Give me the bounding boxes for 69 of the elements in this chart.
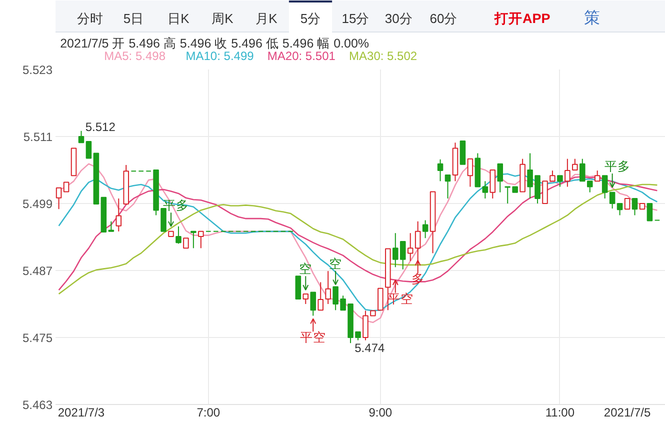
candlestick	[497, 163, 504, 193]
chart-subtitle: 2021/7/5 开 5.496 高 5.496 收 5.496 低 5.496 幅 0.00%	[60, 36, 370, 50]
text: MA30: 5.502	[349, 49, 418, 63]
candlestick	[310, 292, 316, 316]
candlestick	[482, 180, 488, 199]
x-tick-label: 2021/7/3	[58, 406, 105, 420]
candlestick	[378, 288, 384, 311]
y-tick-label: 5.511	[23, 130, 53, 144]
candlestick	[116, 198, 122, 232]
candlestick	[564, 158, 570, 188]
text: 5分	[300, 11, 321, 26]
candlestick	[295, 276, 302, 300]
candlestick	[198, 230, 204, 249]
text: 周K	[212, 11, 234, 26]
candlestick	[78, 130, 84, 144]
candlestick	[302, 293, 309, 304]
annotation: 平多	[604, 160, 630, 174]
text: 月K	[256, 11, 278, 26]
candlestick	[422, 220, 428, 239]
candlestick	[318, 282, 324, 311]
candlestick	[63, 182, 70, 192]
x-tick-label: 7:00	[196, 406, 220, 420]
candlestick	[325, 270, 331, 304]
candlestick	[437, 158, 444, 182]
candlestick	[616, 203, 623, 216]
text: MA5: 5.498	[104, 49, 166, 63]
text: 5日	[123, 11, 144, 26]
candlestick	[586, 180, 593, 193]
candlestick	[632, 198, 638, 216]
text: MA20: 5.501	[267, 49, 336, 63]
candlestick	[176, 226, 182, 244]
candlestick	[624, 198, 630, 210]
text: 日K	[168, 11, 190, 26]
y-tick-label: 5.463	[22, 398, 53, 412]
x-tick-label: 2021/7/5	[604, 406, 651, 420]
annotation: 空	[329, 256, 342, 271]
annotation: 5.512	[85, 120, 116, 134]
annotation: 平空	[300, 330, 326, 345]
candlestick	[602, 175, 608, 199]
text: 打开APP	[494, 11, 550, 26]
text: 分时	[76, 11, 103, 26]
x-tick-label: 11:00	[545, 406, 575, 420]
candlestick	[572, 158, 578, 170]
candlestick	[580, 158, 586, 182]
candlestick	[609, 192, 616, 210]
candlestick	[594, 170, 600, 182]
y-tick-label: 5.487	[22, 264, 53, 278]
candlestick	[646, 203, 653, 222]
candlestick	[86, 141, 92, 159]
y-tick-label: 5.523	[22, 63, 53, 77]
y-tick-label: 5.475	[22, 331, 53, 345]
candlestick	[557, 175, 563, 188]
candlestick	[490, 170, 496, 199]
text: 60分	[430, 11, 458, 26]
candlestick	[190, 230, 196, 249]
annotation: 空	[299, 262, 312, 276]
candlestick	[108, 220, 114, 232]
text: 15分	[342, 11, 370, 26]
candlestick	[183, 238, 189, 249]
candlestick	[444, 174, 451, 199]
y-tick-label: 5.499	[22, 197, 53, 211]
annotation: 5.474	[354, 341, 385, 356]
text: 策	[584, 9, 600, 27]
candlestick	[460, 140, 466, 165]
text: 30分	[384, 11, 412, 26]
candlestick	[467, 158, 474, 188]
x-tick-label: 9:00	[368, 406, 392, 420]
candlestick	[56, 187, 62, 210]
text: MA10: 5.499	[186, 49, 254, 63]
